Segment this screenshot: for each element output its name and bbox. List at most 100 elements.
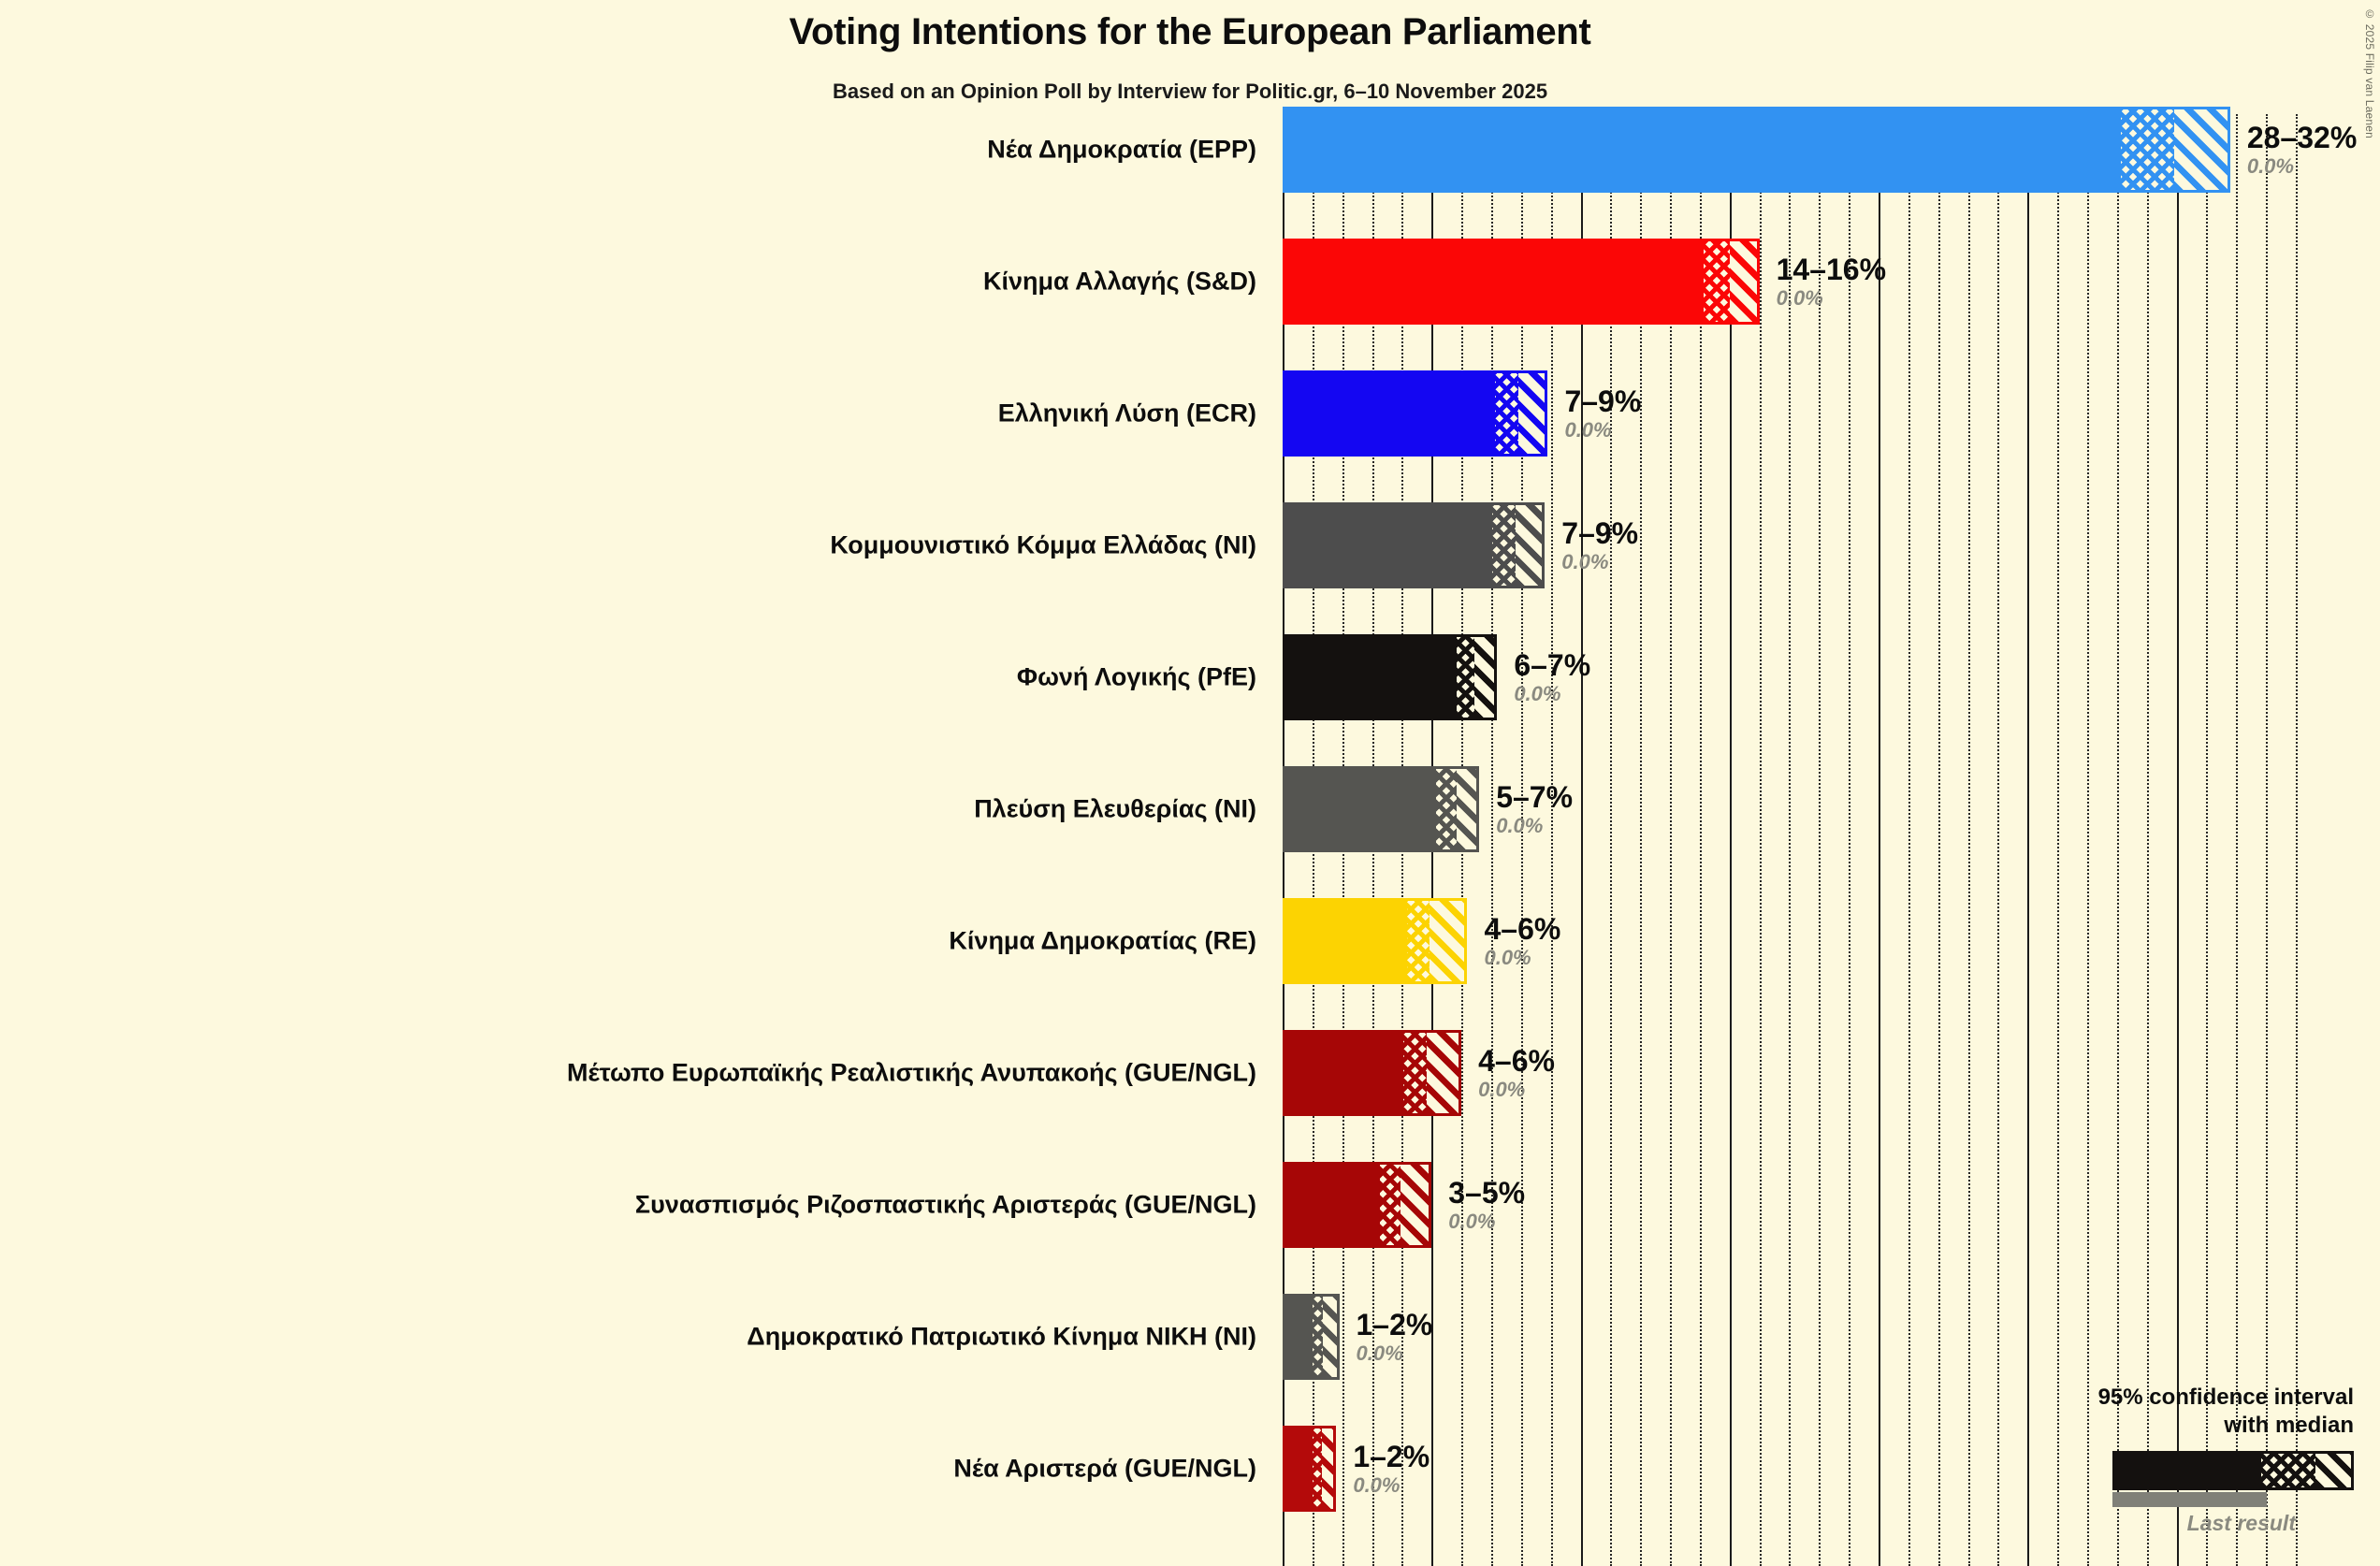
confidence-interval-bar[interactable] [1283,370,1548,457]
gridline-minor [2146,114,2149,1566]
legend-solid-segment [2115,1454,2262,1487]
confidence-interval-bar[interactable] [1283,1030,1462,1116]
confidence-interval-bar[interactable] [1283,1294,1340,1380]
gridline-major [1580,114,1583,1566]
last-result-label: 0.0% [1564,417,1612,442]
gridline-minor [1849,114,1851,1566]
bar-median-segment [2120,109,2174,190]
bar-upper-segment [1518,373,1546,454]
bar-upper-segment [1429,901,1465,981]
bar-upper-segment [2173,109,2228,190]
bar-solid-segment [1285,109,2121,190]
bar-row: Συνασπισμός Ριζοσπαστικής Αριστεράς (GUE… [635,1162,2312,1248]
last-result-label: 0.0% [1776,285,1823,310]
legend-line-1: 95% confidence interval [2097,1385,2354,1410]
value-range-label: 28–32% [2246,120,2358,154]
legend: 95% confidence interval with median Last… [1867,1384,2354,1536]
bar-row: Νέα Αριστερά (GUE/NGL) 1–2% 0.0% [953,1426,2312,1512]
gridline-major [2176,114,2179,1566]
confidence-interval-bar[interactable] [1283,502,1546,588]
bar-solid-segment [1285,373,1496,454]
confidence-interval-bar[interactable] [1283,1162,1432,1248]
gridline-minor [1997,114,2000,1566]
legend-line-2: with median [2224,1413,2354,1438]
party-label: Συνασπισμός Ριζοσπαστικής Αριστεράς (GUE… [634,1190,1256,1219]
gridline-minor [1759,114,1762,1566]
gridline-minor [1789,114,1792,1566]
bar-solid-segment [1285,505,1493,586]
party-label: Φωνή Λογικής (PfE) [1016,662,1256,691]
confidence-interval-bar[interactable] [1283,239,1760,325]
gridline-major [1879,114,1880,1566]
value-range-label: 4–6% [1484,911,1561,946]
party-label: Ελληνική Λύση (ECR) [997,399,1256,428]
gridline-major [2027,114,2030,1566]
last-result-label: 0.0% [1353,1472,1400,1497]
bar-upper-segment [1456,769,1477,849]
bar-median-segment [1457,637,1474,718]
bar-upper-segment [1473,637,1495,718]
bar-solid-segment [1285,1033,1404,1113]
value-range-label: 5–7% [1496,779,1574,814]
bar-solid-segment [1285,1428,1313,1509]
confidence-interval-bar[interactable] [1283,766,1480,852]
confidence-interval-bar[interactable] [1283,1426,1337,1512]
bar-row: Νέα Δημοκρατία (EPP) 28–32% 0.0% [987,107,2357,193]
party-label: Κομμουνιστικό Κόμμα Ελλάδας (NI) [830,530,1256,559]
gridline-minor [1490,114,1493,1566]
last-result-label: 0.0% [1356,1341,1403,1365]
last-result-label: 0.0% [1484,945,1531,969]
gridline-minor [2206,114,2209,1566]
bar-median-segment [1403,1033,1428,1113]
last-result-label: 0.0% [1478,1077,1526,1101]
chart-subtitle: Based on an Opinion Poll by Interview fo… [832,80,1548,103]
bar-row: Κίνημα Αλλαγής (S&D) 14–16% 0.0% [983,239,2312,325]
confidence-interval-bar[interactable] [1283,634,1498,720]
party-label: Κίνημα Δημοκρατίας (RE) [949,926,1256,955]
bar-solid-segment [1285,637,1457,718]
bar-upper-segment [1516,505,1543,586]
last-result-label: 0.0% [2246,153,2294,178]
legend-last-result-swatch [2112,1492,2267,1507]
gridline-minor [1520,114,1523,1566]
bar-upper-segment [1427,1033,1459,1113]
gridline-minor [2266,114,2269,1566]
last-result-label: 0.0% [1448,1209,1496,1233]
bar-median-segment [1703,241,1731,322]
bar-upper-segment [1321,1428,1334,1509]
party-label: Κίνημα Αλλαγής (S&D) [983,267,1256,296]
bar-solid-segment [1285,1297,1313,1377]
bar-row: Μέτωπο Ευρωπαϊκής Ρεαλιστικής Ανυπακοής … [567,1030,2312,1116]
value-range-label: 1–2% [1356,1307,1433,1341]
value-range-label: 7–9% [1564,384,1642,418]
party-label: Μέτωπο Ευρωπαϊκής Ρεαλιστικής Ανυπακοής … [566,1058,1256,1087]
gridline-minor [1967,114,1970,1566]
value-block: 5–7% 0.0% [1496,779,1574,837]
bar-solid-segment [1285,241,1704,322]
gridline-minor [1937,114,1940,1566]
bar-median-segment [1406,901,1430,981]
value-block: 28–32% 0.0% [2246,120,2358,178]
value-block: 1–2% 0.0% [1356,1307,1433,1365]
legend-interval-swatch [2112,1451,2354,1490]
legend-median-segment [2261,1454,2316,1487]
value-block: 14–16% 0.0% [1776,252,1887,310]
legend-last-result-row [1867,1492,2354,1507]
page-title: Voting Intentions for the European Parli… [789,11,1591,52]
legend-caption: 95% confidence interval with median [1867,1384,2354,1440]
gridline-minor [2086,114,2089,1566]
bar-median-segment [1495,373,1519,454]
value-block: 1–2% 0.0% [1353,1440,1429,1497]
gridline-minor [2236,114,2239,1566]
bar-row: Ελληνική Λύση (ECR) 7–9% 0.0% [998,370,2312,457]
value-range-label: 3–5% [1448,1175,1526,1210]
party-label: Πλεύση Ελευθερίας (NI) [974,794,1256,823]
gridline-minor [1819,114,1821,1566]
value-range-label: 14–16% [1776,252,1887,286]
value-range-label: 7–9% [1561,515,1639,550]
legend-upper-segment [2315,1454,2351,1487]
confidence-interval-bar[interactable] [1283,107,2230,193]
confidence-interval-bar[interactable] [1283,898,1468,984]
legend-last-result-label: Last result [2186,1511,2296,1535]
